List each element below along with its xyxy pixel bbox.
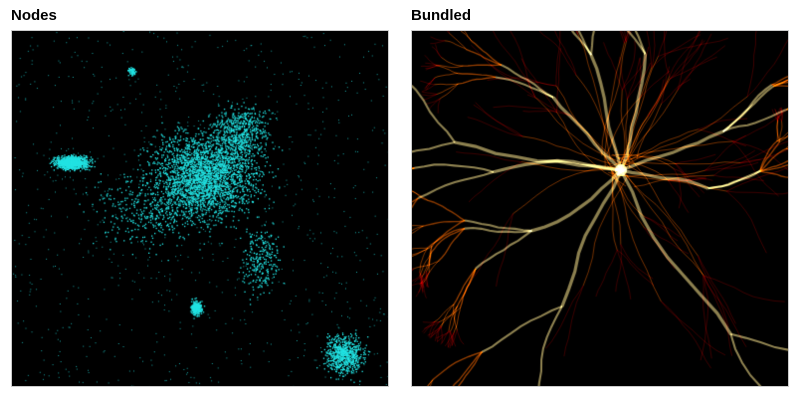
bundled-title: Bundled	[411, 7, 471, 24]
nodes-panel	[11, 30, 389, 387]
nodes-title: Nodes	[11, 7, 57, 24]
bundled-panel	[411, 30, 789, 387]
bundled-edges-canvas	[412, 31, 788, 386]
nodes-scatter-canvas	[12, 31, 388, 386]
